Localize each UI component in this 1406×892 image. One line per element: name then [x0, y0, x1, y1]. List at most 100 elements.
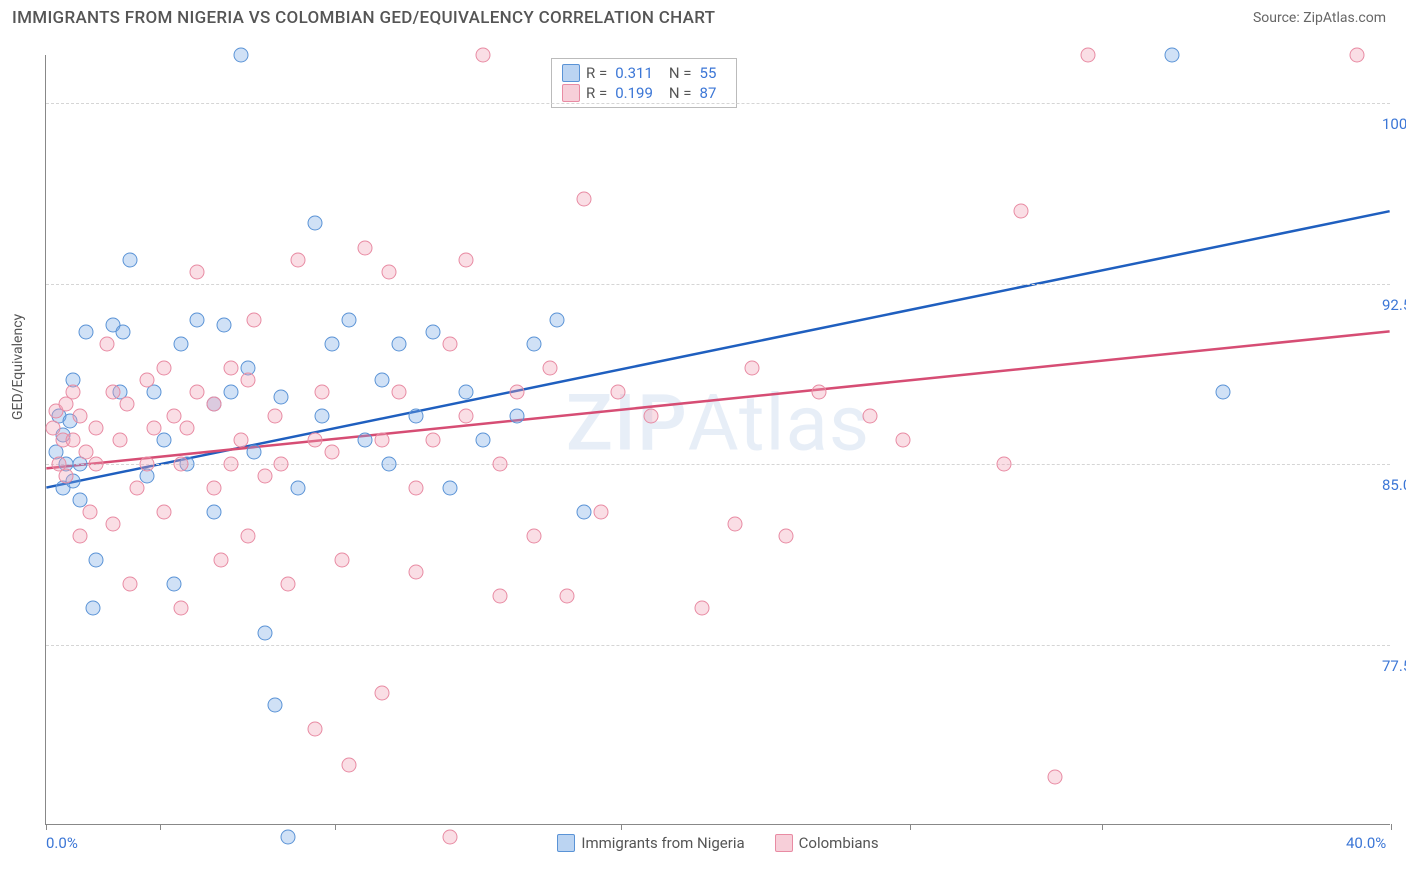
data-point	[86, 601, 101, 616]
y-tick-label: 92.5%	[1382, 296, 1406, 314]
data-point	[139, 457, 154, 472]
data-point	[89, 420, 104, 435]
data-point	[291, 252, 306, 267]
data-point	[223, 457, 238, 472]
data-point	[234, 433, 249, 448]
data-point	[442, 481, 457, 496]
data-point	[550, 312, 565, 327]
data-point	[408, 481, 423, 496]
data-point	[694, 601, 709, 616]
data-point	[896, 433, 911, 448]
x-tick-label: 40.0%	[1346, 834, 1386, 852]
data-point	[408, 565, 423, 580]
swatch-icon	[775, 834, 793, 852]
data-point	[65, 384, 80, 399]
data-point	[89, 457, 104, 472]
data-point	[526, 336, 541, 351]
data-point	[274, 389, 289, 404]
data-point	[308, 216, 323, 231]
data-point	[577, 192, 592, 207]
data-point	[1047, 769, 1062, 784]
data-point	[190, 312, 205, 327]
data-point	[156, 433, 171, 448]
data-point	[728, 517, 743, 532]
data-point	[59, 469, 74, 484]
data-point	[492, 457, 507, 472]
data-point	[1350, 48, 1365, 63]
data-point	[213, 553, 228, 568]
data-point	[267, 697, 282, 712]
swatch-icon	[562, 64, 580, 82]
data-point	[408, 408, 423, 423]
data-point	[82, 505, 97, 520]
swatch-icon	[557, 834, 575, 852]
legend-item: Colombians	[775, 834, 879, 852]
data-point	[459, 252, 474, 267]
legend-item: Immigrants from Nigeria	[557, 834, 744, 852]
data-point	[112, 433, 127, 448]
data-point	[146, 420, 161, 435]
gridline	[46, 464, 1390, 465]
data-point	[223, 360, 238, 375]
data-point	[610, 384, 625, 399]
chart-title: IMMIGRANTS FROM NIGERIA VS COLOMBIAN GED…	[12, 8, 715, 28]
data-point	[207, 505, 222, 520]
data-point	[509, 408, 524, 423]
data-point	[425, 324, 440, 339]
data-point	[123, 577, 138, 592]
data-point	[442, 336, 457, 351]
data-point	[459, 384, 474, 399]
data-point	[997, 457, 1012, 472]
data-point	[173, 601, 188, 616]
data-point	[358, 433, 373, 448]
gridline	[46, 103, 1390, 104]
data-point	[119, 396, 134, 411]
data-point	[139, 372, 154, 387]
data-point	[207, 396, 222, 411]
data-point	[593, 505, 608, 520]
data-point	[106, 517, 121, 532]
data-point	[745, 360, 760, 375]
swatch-icon	[562, 84, 580, 102]
data-point	[190, 264, 205, 279]
data-point	[1165, 48, 1180, 63]
data-point	[381, 457, 396, 472]
data-point	[375, 433, 390, 448]
data-point	[392, 384, 407, 399]
y-tick-label: 77.5%	[1382, 657, 1406, 675]
data-point	[267, 408, 282, 423]
x-tick	[1391, 824, 1392, 830]
data-point	[425, 433, 440, 448]
series-legend: Immigrants from Nigeria Colombians	[46, 834, 1390, 852]
data-point	[257, 625, 272, 640]
data-point	[812, 384, 827, 399]
y-tick-label: 85.0%	[1382, 476, 1406, 494]
data-point	[543, 360, 558, 375]
data-point	[577, 505, 592, 520]
data-point	[247, 312, 262, 327]
data-point	[778, 529, 793, 544]
data-point	[308, 433, 323, 448]
data-point	[862, 408, 877, 423]
data-point	[65, 433, 80, 448]
data-point	[89, 553, 104, 568]
data-point	[166, 577, 181, 592]
x-tick	[1102, 824, 1103, 830]
data-point	[476, 433, 491, 448]
data-point	[492, 589, 507, 604]
data-point	[281, 830, 296, 845]
data-point	[324, 336, 339, 351]
x-tick	[160, 824, 161, 830]
data-point	[560, 589, 575, 604]
data-point	[156, 360, 171, 375]
data-point	[291, 481, 306, 496]
data-point	[334, 553, 349, 568]
data-point	[72, 408, 87, 423]
data-point	[180, 420, 195, 435]
x-tick-label: 0.0%	[46, 834, 78, 852]
data-point	[166, 408, 181, 423]
data-point	[173, 336, 188, 351]
data-point	[129, 481, 144, 496]
data-point	[156, 505, 171, 520]
data-point	[375, 685, 390, 700]
